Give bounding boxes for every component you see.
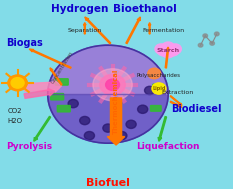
Circle shape: [162, 42, 175, 52]
FancyBboxPatch shape: [153, 84, 163, 90]
Circle shape: [11, 78, 24, 88]
Circle shape: [8, 75, 27, 91]
FancyArrow shape: [29, 49, 71, 68]
Text: Biogas: Biogas: [6, 38, 43, 48]
Text: Starch: Starch: [157, 48, 180, 53]
FancyArrow shape: [24, 80, 62, 92]
FancyArrow shape: [148, 23, 151, 34]
Circle shape: [167, 46, 179, 56]
FancyArrow shape: [34, 116, 51, 141]
FancyBboxPatch shape: [151, 105, 161, 111]
FancyArrow shape: [165, 47, 169, 68]
Text: Extraction: Extraction: [161, 90, 194, 95]
FancyBboxPatch shape: [55, 79, 68, 85]
Circle shape: [126, 120, 136, 129]
Circle shape: [80, 116, 90, 125]
Circle shape: [144, 86, 155, 94]
Circle shape: [210, 41, 214, 45]
Wedge shape: [48, 45, 168, 94]
Circle shape: [152, 83, 166, 94]
Circle shape: [84, 132, 95, 140]
Circle shape: [68, 99, 78, 108]
FancyArrow shape: [126, 17, 140, 43]
Circle shape: [214, 32, 219, 36]
FancyArrow shape: [85, 17, 111, 44]
Circle shape: [100, 74, 125, 95]
Circle shape: [148, 68, 161, 79]
Text: Fermentation: Fermentation: [142, 28, 185, 33]
Circle shape: [117, 132, 127, 140]
Text: H2O: H2O: [8, 118, 23, 124]
FancyArrow shape: [170, 96, 182, 105]
Circle shape: [157, 46, 170, 56]
Text: Separation: Separation: [68, 28, 102, 33]
Circle shape: [203, 34, 208, 38]
FancyArrow shape: [24, 89, 55, 98]
FancyArrow shape: [170, 101, 182, 107]
Circle shape: [48, 45, 168, 143]
Circle shape: [106, 79, 120, 90]
Circle shape: [198, 43, 203, 47]
FancyArrow shape: [84, 23, 86, 34]
Circle shape: [155, 44, 168, 54]
Text: Hydrogen: Hydrogen: [51, 4, 109, 14]
Text: Biofuel: Biofuel: [86, 178, 130, 188]
FancyArrow shape: [107, 98, 125, 145]
FancyBboxPatch shape: [51, 94, 64, 100]
Circle shape: [162, 48, 175, 58]
Text: CO2: CO2: [8, 108, 23, 114]
Text: Lipid: Lipid: [152, 86, 166, 91]
Circle shape: [103, 124, 113, 132]
Text: Pyrolysis: Pyrolysis: [6, 143, 52, 151]
Text: Biodiesel: Biodiesel: [171, 104, 221, 114]
Text: Bioethanol: Bioethanol: [113, 4, 177, 14]
Circle shape: [137, 105, 148, 113]
Text: Thermochemical: Thermochemical: [113, 69, 119, 134]
Text: Liquefaction: Liquefaction: [136, 143, 200, 151]
FancyArrow shape: [50, 68, 62, 85]
Circle shape: [93, 69, 132, 101]
FancyArrow shape: [158, 117, 167, 141]
Text: Concentration: Concentration: [51, 51, 75, 85]
Text: Polysaccharides: Polysaccharides: [137, 73, 181, 78]
FancyBboxPatch shape: [57, 105, 70, 112]
Circle shape: [169, 44, 181, 54]
